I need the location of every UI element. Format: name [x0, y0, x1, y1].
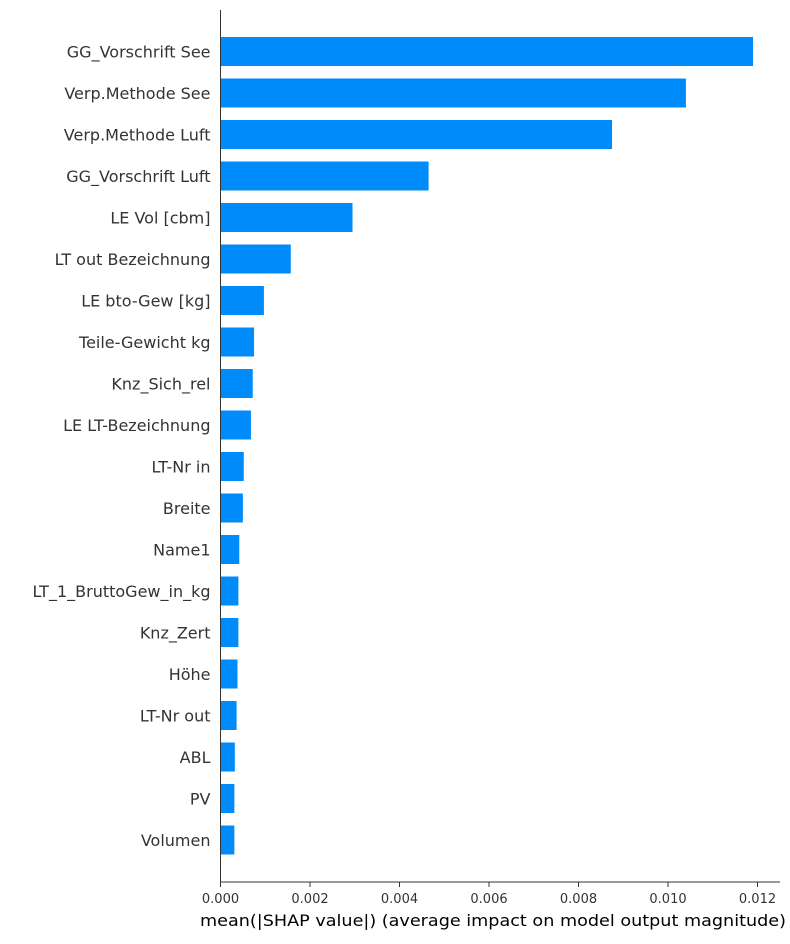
category-label: Breite — [163, 499, 211, 518]
bar — [220, 327, 255, 357]
category-label: GG_Vorschrift See — [67, 43, 211, 63]
bar — [220, 369, 253, 398]
bar — [220, 120, 613, 149]
x-axis-label: mean(|SHAP value|) (average impact on mo… — [200, 911, 786, 930]
category-label: ABL — [180, 748, 211, 767]
bar — [220, 161, 429, 191]
bar — [220, 618, 239, 647]
category-label: Verp.Methode Luft — [64, 126, 211, 145]
bar — [220, 78, 686, 108]
bar — [220, 535, 240, 564]
bar — [220, 701, 237, 730]
bar — [220, 493, 243, 523]
category-label: Name1 — [153, 541, 210, 560]
bar — [220, 244, 291, 274]
bar — [220, 742, 235, 772]
x-tick-label: 0.010 — [649, 892, 686, 907]
bar — [220, 410, 251, 440]
category-label: Verp.Methode See — [64, 84, 210, 103]
category-label: Knz_Sich_rel — [111, 375, 210, 395]
x-tick-label: 0.004 — [381, 892, 418, 907]
category-label: LE Vol [cbm] — [110, 209, 210, 228]
category-label: Teile-Gewicht kg — [78, 333, 210, 352]
category-label: LT-Nr in — [151, 458, 210, 477]
bar — [220, 784, 235, 813]
x-tick-label: 0.006 — [470, 892, 507, 907]
x-tick-label: 0.000 — [202, 892, 239, 907]
category-labels: GG_Vorschrift See Verp.Methode See Verp.Me… — [32, 43, 210, 851]
bar — [220, 659, 238, 689]
category-label: LT out Bezeichnung — [55, 250, 211, 269]
category-label: LT-Nr out — [140, 707, 211, 726]
category-label: GG_Vorschrift Luft — [66, 167, 210, 187]
bar — [220, 203, 353, 232]
category-label: LT_1_BruttoGew_in_kg — [32, 582, 210, 602]
bar — [220, 452, 244, 481]
category-label: PV — [190, 790, 211, 809]
category-label: Höhe — [169, 665, 211, 684]
bar — [220, 286, 264, 315]
x-tick-label: 0.012 — [739, 892, 776, 907]
category-label: Knz_Zert — [140, 624, 211, 644]
bar — [220, 825, 235, 855]
category-label: LE LT-Bezeichnung — [63, 416, 210, 435]
category-label: Volumen — [141, 831, 211, 850]
category-label: LE bto-Gew [kg] — [81, 292, 210, 311]
x-tick-label: 0.008 — [560, 892, 597, 907]
bar — [220, 576, 239, 606]
bar — [220, 37, 754, 66]
x-tick-label: 0.002 — [291, 892, 328, 907]
bars-layer — [220, 37, 754, 855]
x-ticks: 0.000 0.002 0.004 0.006 0.008 0.010 0.012 — [202, 882, 776, 907]
